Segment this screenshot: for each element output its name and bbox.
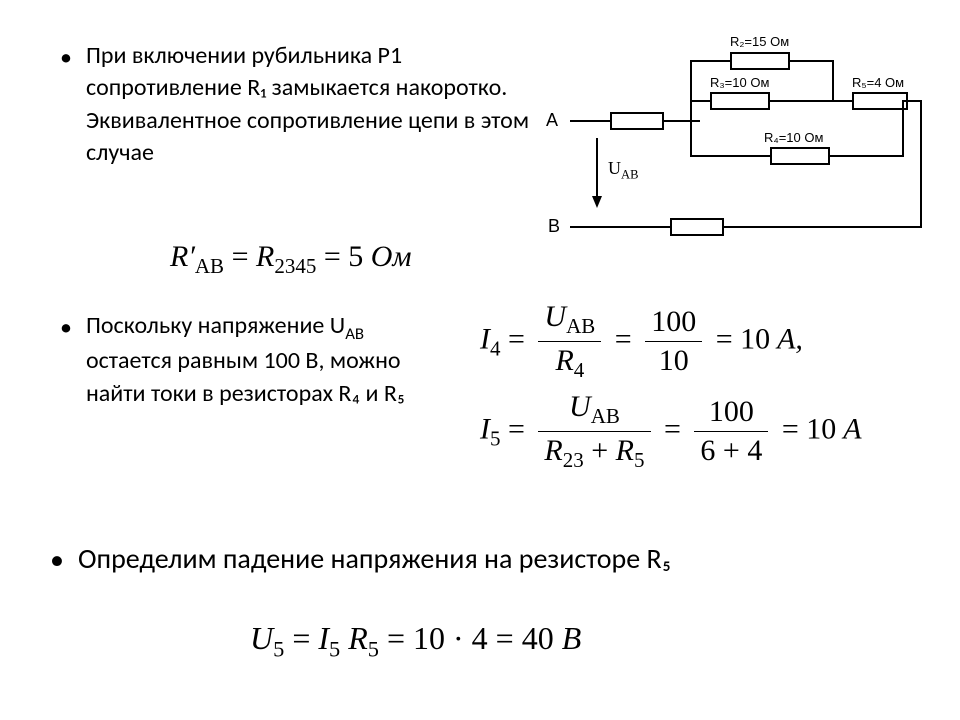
bullet-marker: •: [50, 546, 64, 574]
bullet-1-text: При включении рубильника Р1 сопротивлени…: [86, 40, 530, 170]
wire: [570, 120, 610, 122]
wire: [690, 120, 692, 157]
wire: [830, 155, 904, 157]
wire: [724, 226, 922, 228]
label-r3: R₃=10 Ом: [710, 75, 769, 90]
label-r4: R₄=10 Ом: [764, 130, 823, 145]
label-r5: R₅=4 Ом: [852, 75, 904, 90]
wire: [920, 100, 922, 228]
resistor-r4: [770, 147, 830, 165]
resistor-r1: [610, 112, 664, 130]
wire: [832, 60, 834, 102]
wire: [690, 155, 770, 157]
circuit-diagram: A B R₂=15 Ом R₃=10 Ом R₅=4 Ом: [540, 20, 940, 240]
label-r2: R₂=15 Ом: [730, 34, 789, 49]
wire: [570, 226, 670, 228]
bullet-3-text: Определим падение напряжения на резистор…: [78, 540, 671, 578]
equation-i5: I5 = UAB R23 + R5 = 100 6 + 4 = 10 A: [480, 390, 862, 473]
wire: [902, 100, 904, 157]
equation-i4: I4 = UAB R4 = 100 10 = 10 A,: [480, 300, 803, 383]
resistor-r3: [710, 92, 770, 110]
terminal-a-label: A: [546, 110, 558, 131]
equation-rab: R′AB = R2345 = 5 Ом: [170, 240, 412, 279]
terminal-b-label: B: [548, 216, 560, 237]
wire: [832, 100, 852, 102]
uab-arrow-head: [592, 196, 602, 208]
bullet-3: • Определим падение напряжения на резист…: [50, 540, 890, 578]
bullet-1: • При включении рубильника Р1 сопротивле…: [60, 40, 530, 170]
wire: [690, 60, 692, 122]
bullet-marker: •: [60, 316, 72, 340]
bullet-2-text: Поскольку напряжение UAB остается равным…: [86, 310, 440, 410]
uab-arrow-shaft: [596, 138, 598, 198]
resistor-bottom: [670, 218, 724, 236]
wire: [690, 60, 730, 62]
uab-label: UAB: [608, 158, 639, 183]
wire: [902, 100, 922, 102]
bullet-marker: •: [60, 46, 72, 70]
resistor-r2: [730, 52, 790, 70]
wire: [770, 100, 834, 102]
wire: [790, 60, 834, 62]
bullet-2: • Поскольку напряжение UAB остается равн…: [60, 310, 440, 410]
wire: [664, 120, 690, 122]
resistor-r5: [852, 92, 908, 110]
equation-u5: U5 = I5 R5 = 10 · 4 = 40 B: [250, 620, 581, 662]
wire: [690, 100, 710, 102]
slide: • При включении рубильника Р1 сопротивле…: [0, 0, 960, 720]
